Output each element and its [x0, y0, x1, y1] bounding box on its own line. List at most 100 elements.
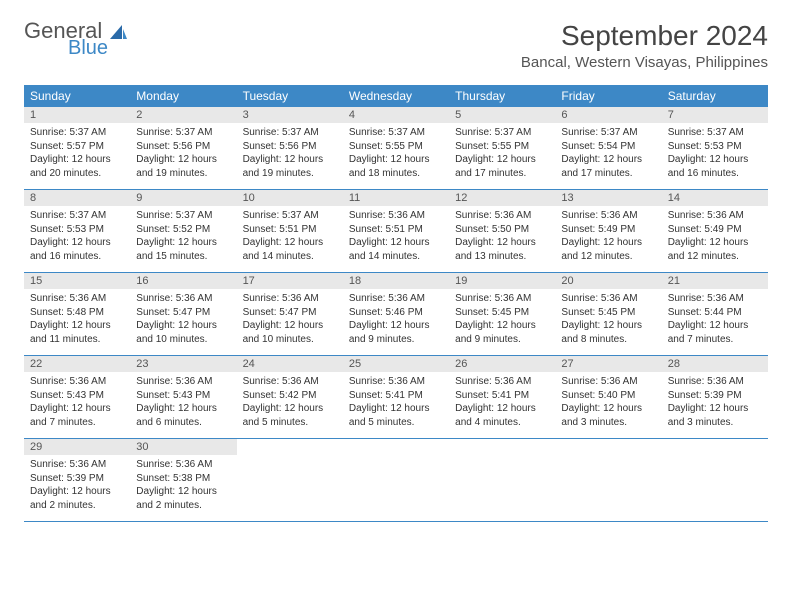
day-daylight2: and 9 minutes. [349, 333, 443, 347]
day-cell: 2Sunrise: 5:37 AMSunset: 5:56 PMDaylight… [130, 107, 236, 189]
day-content: Sunrise: 5:36 AMSunset: 5:45 PMDaylight:… [449, 289, 555, 352]
day-sunset: Sunset: 5:38 PM [136, 472, 230, 486]
day-daylight2: and 10 minutes. [243, 333, 337, 347]
day-sunset: Sunset: 5:56 PM [136, 140, 230, 154]
day-sunset: Sunset: 5:39 PM [668, 389, 762, 403]
day-cell: 22Sunrise: 5:36 AMSunset: 5:43 PMDayligh… [24, 356, 130, 438]
day-sunset: Sunset: 5:53 PM [30, 223, 124, 237]
day-content: Sunrise: 5:36 AMSunset: 5:42 PMDaylight:… [237, 372, 343, 435]
day-daylight2: and 7 minutes. [668, 333, 762, 347]
day-number: 9 [130, 190, 236, 206]
day-cell: 6Sunrise: 5:37 AMSunset: 5:54 PMDaylight… [555, 107, 661, 189]
day-sunset: Sunset: 5:42 PM [243, 389, 337, 403]
day-cell: 26Sunrise: 5:36 AMSunset: 5:41 PMDayligh… [449, 356, 555, 438]
day-sunset: Sunset: 5:47 PM [136, 306, 230, 320]
day-cell: 16Sunrise: 5:36 AMSunset: 5:47 PMDayligh… [130, 273, 236, 355]
day-daylight1: Daylight: 12 hours [136, 236, 230, 250]
header: General Blue September 2024 Bancal, West… [24, 20, 768, 71]
logo-sail-icon [108, 23, 128, 48]
day-daylight2: and 7 minutes. [30, 416, 124, 430]
day-sunset: Sunset: 5:47 PM [243, 306, 337, 320]
day-sunrise: Sunrise: 5:37 AM [136, 126, 230, 140]
day-content: Sunrise: 5:36 AMSunset: 5:46 PMDaylight:… [343, 289, 449, 352]
day-daylight1: Daylight: 12 hours [455, 236, 549, 250]
day-sunset: Sunset: 5:49 PM [668, 223, 762, 237]
day-cell: 1Sunrise: 5:37 AMSunset: 5:57 PMDaylight… [24, 107, 130, 189]
day-daylight2: and 16 minutes. [668, 167, 762, 181]
day-cell: 21Sunrise: 5:36 AMSunset: 5:44 PMDayligh… [662, 273, 768, 355]
day-content: Sunrise: 5:36 AMSunset: 5:43 PMDaylight:… [130, 372, 236, 435]
day-daylight2: and 15 minutes. [136, 250, 230, 264]
day-number: 4 [343, 107, 449, 123]
day-number: 23 [130, 356, 236, 372]
day-sunset: Sunset: 5:45 PM [561, 306, 655, 320]
day-number: 2 [130, 107, 236, 123]
day-daylight2: and 8 minutes. [561, 333, 655, 347]
day-content: Sunrise: 5:36 AMSunset: 5:50 PMDaylight:… [449, 206, 555, 269]
day-daylight1: Daylight: 12 hours [136, 153, 230, 167]
day-number: 17 [237, 273, 343, 289]
day-daylight1: Daylight: 12 hours [668, 319, 762, 333]
day-content: Sunrise: 5:37 AMSunset: 5:56 PMDaylight:… [130, 123, 236, 186]
day-content: Sunrise: 5:36 AMSunset: 5:48 PMDaylight:… [24, 289, 130, 352]
day-daylight1: Daylight: 12 hours [30, 402, 124, 416]
day-number: 19 [449, 273, 555, 289]
day-cell: 30Sunrise: 5:36 AMSunset: 5:38 PMDayligh… [130, 439, 236, 521]
day-number: 8 [24, 190, 130, 206]
day-sunset: Sunset: 5:43 PM [136, 389, 230, 403]
day-sunset: Sunset: 5:41 PM [349, 389, 443, 403]
day-daylight1: Daylight: 12 hours [561, 236, 655, 250]
day-sunset: Sunset: 5:53 PM [668, 140, 762, 154]
day-sunrise: Sunrise: 5:36 AM [30, 458, 124, 472]
week-row: 29Sunrise: 5:36 AMSunset: 5:39 PMDayligh… [24, 439, 768, 522]
month-title: September 2024 [521, 20, 768, 52]
day-cell: 18Sunrise: 5:36 AMSunset: 5:46 PMDayligh… [343, 273, 449, 355]
day-sunrise: Sunrise: 5:36 AM [668, 375, 762, 389]
week-row: 15Sunrise: 5:36 AMSunset: 5:48 PMDayligh… [24, 273, 768, 356]
day-sunrise: Sunrise: 5:36 AM [455, 375, 549, 389]
day-content: Sunrise: 5:36 AMSunset: 5:39 PMDaylight:… [662, 372, 768, 435]
day-daylight1: Daylight: 12 hours [243, 236, 337, 250]
day-cell: 23Sunrise: 5:36 AMSunset: 5:43 PMDayligh… [130, 356, 236, 438]
day-daylight2: and 14 minutes. [349, 250, 443, 264]
day-number: 26 [449, 356, 555, 372]
day-daylight2: and 17 minutes. [455, 167, 549, 181]
day-content: Sunrise: 5:37 AMSunset: 5:51 PMDaylight:… [237, 206, 343, 269]
day-sunset: Sunset: 5:44 PM [668, 306, 762, 320]
day-cell: 20Sunrise: 5:36 AMSunset: 5:45 PMDayligh… [555, 273, 661, 355]
day-sunrise: Sunrise: 5:37 AM [30, 209, 124, 223]
day-content: Sunrise: 5:36 AMSunset: 5:41 PMDaylight:… [343, 372, 449, 435]
day-sunset: Sunset: 5:46 PM [349, 306, 443, 320]
day-sunrise: Sunrise: 5:36 AM [455, 209, 549, 223]
day-sunrise: Sunrise: 5:36 AM [136, 375, 230, 389]
day-sunset: Sunset: 5:48 PM [30, 306, 124, 320]
day-header: Tuesday [237, 85, 343, 107]
day-cell: 11Sunrise: 5:36 AMSunset: 5:51 PMDayligh… [343, 190, 449, 272]
day-daylight2: and 3 minutes. [561, 416, 655, 430]
day-sunset: Sunset: 5:40 PM [561, 389, 655, 403]
day-daylight1: Daylight: 12 hours [668, 153, 762, 167]
day-daylight1: Daylight: 12 hours [30, 485, 124, 499]
day-number: 22 [24, 356, 130, 372]
day-cell: 28Sunrise: 5:36 AMSunset: 5:39 PMDayligh… [662, 356, 768, 438]
day-daylight1: Daylight: 12 hours [561, 319, 655, 333]
logo-blue: Blue [68, 38, 108, 58]
day-cell: 7Sunrise: 5:37 AMSunset: 5:53 PMDaylight… [662, 107, 768, 189]
day-number: 27 [555, 356, 661, 372]
day-daylight1: Daylight: 12 hours [455, 402, 549, 416]
day-daylight1: Daylight: 12 hours [561, 402, 655, 416]
logo: General Blue [24, 20, 128, 58]
day-sunrise: Sunrise: 5:36 AM [561, 375, 655, 389]
day-daylight2: and 14 minutes. [243, 250, 337, 264]
day-content: Sunrise: 5:36 AMSunset: 5:41 PMDaylight:… [449, 372, 555, 435]
day-header: Saturday [662, 85, 768, 107]
location: Bancal, Western Visayas, Philippines [521, 54, 768, 71]
day-number: 29 [24, 439, 130, 455]
day-number: 10 [237, 190, 343, 206]
day-number: 21 [662, 273, 768, 289]
day-daylight2: and 18 minutes. [349, 167, 443, 181]
day-cell: 4Sunrise: 5:37 AMSunset: 5:55 PMDaylight… [343, 107, 449, 189]
day-sunrise: Sunrise: 5:36 AM [561, 292, 655, 306]
day-header: Thursday [449, 85, 555, 107]
day-content: Sunrise: 5:37 AMSunset: 5:57 PMDaylight:… [24, 123, 130, 186]
